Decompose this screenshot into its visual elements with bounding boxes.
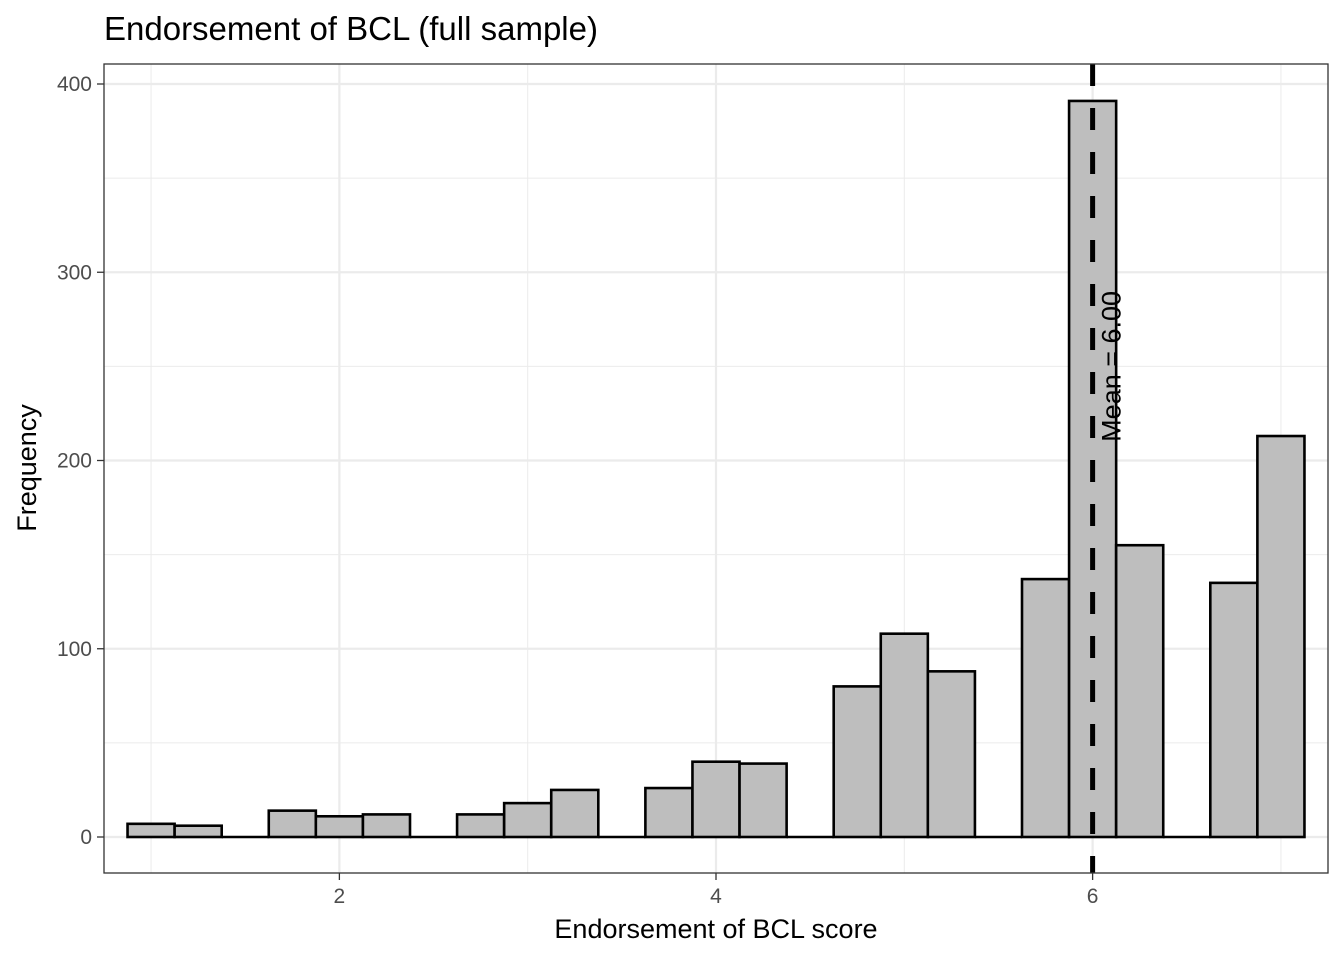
histogram-bar xyxy=(1256,434,1306,839)
histogram-bar xyxy=(738,762,788,839)
histogram-bar xyxy=(361,813,412,839)
y-tick-label: 300 xyxy=(57,261,92,284)
x-tick-label: 2 xyxy=(334,885,346,908)
histogram-bar xyxy=(549,788,600,839)
x-axis-title: Endorsement of BCL score xyxy=(554,914,877,944)
histogram-bar xyxy=(1209,581,1259,839)
histogram-bar xyxy=(691,760,741,839)
mean-annotation: Mean = 6.00 xyxy=(1090,64,1127,873)
histogram-bar xyxy=(1114,543,1165,839)
histogram-bar xyxy=(502,801,553,839)
histogram-bar xyxy=(173,824,223,839)
y-axis: 0 100 200 300 400 xyxy=(57,73,104,849)
histogram-bar xyxy=(267,809,318,839)
histogram-bar xyxy=(832,685,883,839)
histogram-bar xyxy=(1020,577,1071,839)
x-tick-label: 4 xyxy=(710,885,722,908)
histogram-bar xyxy=(879,632,930,839)
y-tick-label: 100 xyxy=(57,638,92,661)
histogram-bar xyxy=(126,822,176,839)
histogram-bar xyxy=(455,813,506,839)
histogram-bars xyxy=(126,99,1306,839)
y-tick-label: 400 xyxy=(57,73,92,96)
chart-title: Endorsement of BCL (full sample) xyxy=(104,10,598,47)
histogram-bar xyxy=(644,786,694,839)
y-tick-label: 200 xyxy=(57,450,92,473)
y-tick-label: 0 xyxy=(80,826,92,849)
mean-label: Mean = 6.00 xyxy=(1097,291,1127,442)
x-tick-label: 6 xyxy=(1087,885,1099,908)
histogram-bar xyxy=(314,814,365,839)
x-axis: 2 4 6 xyxy=(334,873,1099,908)
y-axis-title: Frequency xyxy=(12,404,42,532)
histogram-bar xyxy=(926,670,977,839)
